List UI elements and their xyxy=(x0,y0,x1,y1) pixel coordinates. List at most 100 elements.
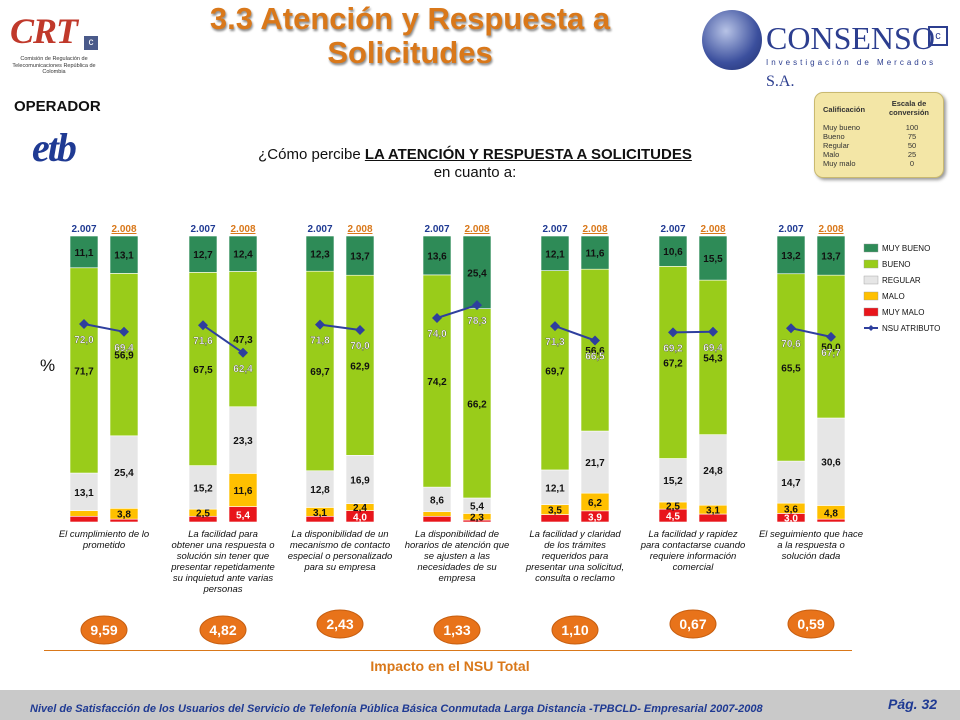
nsu-line xyxy=(790,327,832,338)
bar-value-label: 15,2 xyxy=(193,483,213,494)
bar-segment-regular xyxy=(345,454,375,504)
legend-swatch xyxy=(863,291,879,301)
impact-badge xyxy=(551,615,599,645)
year-label: 2.008 xyxy=(347,224,372,235)
bar-segment-muy-bueno xyxy=(776,235,806,275)
bar-value-label: 2,5 xyxy=(196,509,210,520)
bar-segment-bueno xyxy=(228,271,258,408)
year-label: 2.008 xyxy=(464,224,489,235)
bar-segment-muy-bueno xyxy=(69,235,99,269)
impact-badge xyxy=(787,609,835,639)
scale-row-label: Regular xyxy=(823,141,850,150)
legend-swatch xyxy=(863,243,879,253)
nsu-value-label: 78,3 xyxy=(467,316,487,327)
bar-value-label: 25,4 xyxy=(467,268,487,279)
category-label: La disponibilidad de xyxy=(415,529,499,540)
year-label: 2.007 xyxy=(190,224,215,235)
bar-value-label: 12,7 xyxy=(193,250,213,261)
year-label: 2.007 xyxy=(542,224,567,235)
year-label: 2.008 xyxy=(818,224,843,235)
category-label: presentar repetidamente xyxy=(170,562,275,573)
question-bold: LA ATENCIÓN Y RESPUESTA A SOLICITUDES xyxy=(364,146,692,163)
bar-value-label: 69,7 xyxy=(310,367,330,378)
legend-swatch xyxy=(863,307,879,317)
bar-segment-muy-bueno xyxy=(228,235,258,272)
bar-value-label: 2,4 xyxy=(353,503,367,514)
nsu-line xyxy=(202,324,244,354)
category-label: a la respuesta o xyxy=(777,540,845,551)
bar-value-label: 24,8 xyxy=(703,466,723,477)
bar-segment-bueno xyxy=(698,279,728,435)
category-label: obtener una respuesta o xyxy=(172,540,275,551)
bar-value-label: 14,7 xyxy=(781,478,801,489)
footer-text: Nivel de Satisfacción de los Usuarios de… xyxy=(30,703,763,715)
nsu-value-label: 66,5 xyxy=(585,352,605,363)
bar-segment-regular xyxy=(69,472,99,511)
operator-logo: etb xyxy=(32,125,77,170)
crt-logo-subtitle: Comisión de Regulación de Telecomunicaci… xyxy=(12,56,96,75)
nsu-point xyxy=(708,326,718,337)
category-label: La facilidad y rapidez xyxy=(648,529,737,540)
scale-row-value: 25 xyxy=(907,150,917,159)
nsu-line xyxy=(672,330,714,334)
bar-value-label: 50,0 xyxy=(821,343,841,354)
impact-badge xyxy=(80,615,128,645)
category-label: prometido xyxy=(82,540,125,551)
category-label: personas xyxy=(202,584,242,595)
legend-label: REGULAR xyxy=(882,276,921,285)
bar-segment-muy-bueno xyxy=(580,235,610,270)
nsu-point xyxy=(355,325,365,335)
nsu-line xyxy=(554,325,596,342)
nsu-value-label: 67,7 xyxy=(821,348,841,359)
crt-logo-word: CRT xyxy=(10,11,78,51)
category-label: requeridos para xyxy=(542,551,609,562)
question-suffix: en cuanto a: xyxy=(433,164,517,181)
impact-value: 1,33 xyxy=(443,622,470,638)
bar-value-label: 13,7 xyxy=(350,252,370,263)
bar-segment-muy-bueno xyxy=(188,235,218,273)
consenso-logo: CONSENSO S.A. Investigación de Mercados … xyxy=(700,8,950,90)
page-title: 3.3 Atención y Respuesta a Solicitudes xyxy=(209,1,611,70)
bar-segment-bueno xyxy=(422,274,452,488)
bar-value-label: 15,5 xyxy=(703,254,723,265)
impact-divider xyxy=(44,650,852,651)
bar-segment-bueno xyxy=(462,308,492,499)
legend-marker-nsu xyxy=(868,325,874,331)
nsu-point xyxy=(590,335,600,346)
bar-segment-bueno xyxy=(776,273,806,462)
category-label: comercial xyxy=(673,562,715,573)
crt-logo-badge: c xyxy=(84,36,98,50)
bar-value-label: 12,4 xyxy=(233,250,253,261)
percent-axis-label: % xyxy=(40,356,56,375)
bar-segment-regular xyxy=(580,430,610,494)
consenso-badge: c xyxy=(928,26,948,46)
legend-label: BUENO xyxy=(882,260,910,269)
nsu-value-label: 71,3 xyxy=(545,337,565,348)
impact-badge xyxy=(669,609,717,639)
impact-value: 0,67 xyxy=(679,616,706,632)
nsu-point xyxy=(668,327,678,338)
bar-segment-muy-bueno xyxy=(109,235,139,274)
bar-value-label: 12,8 xyxy=(310,485,330,496)
category-label: especial o personalizado xyxy=(288,551,393,562)
bar-value-label: 12,3 xyxy=(310,250,330,261)
operator-label: OPERADOR xyxy=(14,98,101,115)
scale-header-right: Escala de conversión xyxy=(888,99,929,117)
bar-value-label: 25,4 xyxy=(114,468,134,479)
bar-value-label: 67,5 xyxy=(193,365,213,376)
bar-value-label: 54,3 xyxy=(703,353,723,364)
scale-row-label: Malo xyxy=(823,150,840,159)
bar-value-label: 4,0 xyxy=(353,512,367,523)
bar-value-label: 13,6 xyxy=(427,251,447,262)
bar-value-label: 3,1 xyxy=(706,506,720,517)
impact-label: Impacto en el NSU Total xyxy=(370,658,530,674)
bar-value-label: 2,5 xyxy=(666,502,680,513)
bar-value-label: 13,7 xyxy=(821,252,841,263)
year-label: 2.008 xyxy=(111,224,136,235)
legend-label: MUY MALO xyxy=(882,308,925,317)
year-label: 2.008 xyxy=(230,224,255,235)
nsu-point xyxy=(79,319,89,329)
nsu-point xyxy=(432,313,442,323)
category-label: requiere información xyxy=(650,551,737,562)
